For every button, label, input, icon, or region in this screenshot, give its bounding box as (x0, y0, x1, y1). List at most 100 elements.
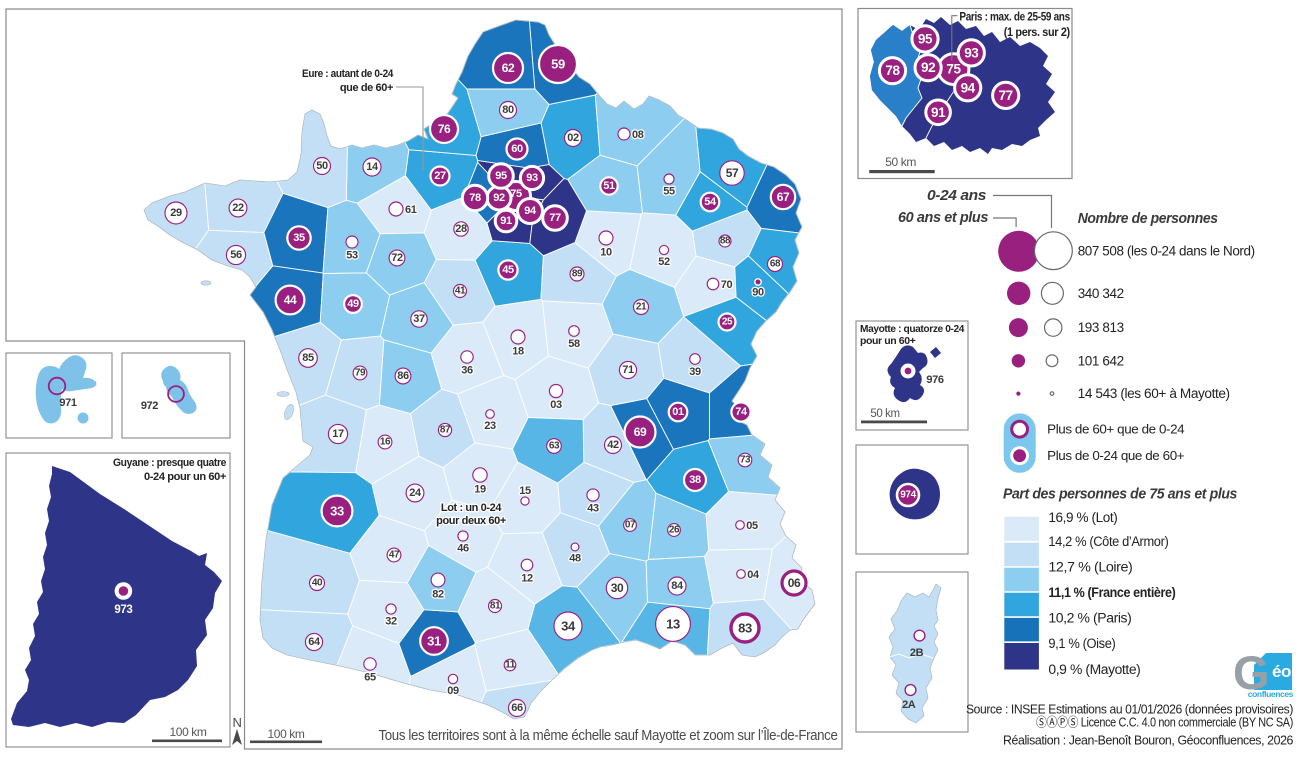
svg-text:11: 11 (505, 660, 516, 671)
svg-text:31: 31 (427, 634, 441, 649)
svg-text:30: 30 (611, 581, 624, 595)
svg-text:88: 88 (720, 236, 731, 247)
svg-text:100 km: 100 km (268, 727, 305, 741)
svg-text:15: 15 (519, 485, 531, 497)
svg-text:10: 10 (600, 247, 612, 259)
svg-text:Nombre de personnes: Nombre de personnes (1078, 211, 1218, 227)
svg-text:974: 974 (900, 490, 916, 501)
svg-text:89: 89 (572, 269, 583, 280)
svg-text:66: 66 (511, 702, 523, 714)
svg-text:85: 85 (302, 352, 314, 364)
svg-text:N: N (233, 715, 242, 730)
svg-text:72: 72 (391, 252, 403, 264)
svg-text:59: 59 (551, 57, 565, 72)
svg-text:68: 68 (770, 259, 781, 270)
svg-text:éo: éo (1272, 662, 1291, 681)
svg-text:(1 pers. sur 2): (1 pers. sur 2) (1004, 25, 1070, 39)
svg-text:71: 71 (622, 364, 634, 376)
svg-text:79: 79 (355, 368, 366, 379)
svg-text:Source : INSEE Estimations au: Source : INSEE Estimations au 01/01/2026… (966, 702, 1293, 716)
svg-text:60: 60 (511, 143, 523, 155)
svg-text:21: 21 (636, 302, 647, 313)
svg-text:05: 05 (746, 520, 758, 532)
svg-text:39: 39 (689, 366, 701, 378)
svg-text:17: 17 (332, 428, 344, 440)
svg-text:91: 91 (500, 215, 512, 227)
svg-text:que de 60+: que de 60+ (340, 82, 393, 94)
svg-text:confluences: confluences (1248, 689, 1294, 699)
svg-text:9,1 % (Oise): 9,1 % (Oise) (1048, 636, 1115, 651)
svg-text:50: 50 (316, 160, 328, 172)
svg-text:11,1 % (France entière): 11,1 % (France entière) (1048, 585, 1175, 600)
svg-text:77: 77 (999, 88, 1013, 103)
svg-text:48: 48 (569, 552, 581, 564)
svg-text:2B: 2B (910, 647, 924, 659)
svg-text:01: 01 (672, 406, 684, 418)
svg-text:53: 53 (346, 250, 358, 262)
svg-text:46: 46 (457, 543, 469, 555)
svg-text:G: G (1233, 646, 1269, 699)
svg-text:973: 973 (114, 604, 132, 616)
svg-text:29: 29 (170, 207, 182, 219)
svg-text:19: 19 (474, 484, 486, 496)
svg-text:2A: 2A (902, 699, 916, 711)
svg-text:08: 08 (632, 129, 644, 141)
svg-text:02: 02 (567, 132, 579, 144)
svg-text:14,2 % (Côte d’Armor): 14,2 % (Côte d’Armor) (1048, 534, 1168, 549)
svg-text:50 km: 50 km (870, 408, 899, 420)
svg-text:12: 12 (521, 572, 533, 584)
svg-text:47: 47 (389, 550, 400, 561)
svg-text:40: 40 (312, 578, 323, 589)
svg-text:91: 91 (931, 105, 946, 120)
svg-text:35: 35 (293, 232, 305, 244)
svg-text:Paris : max. de 25-59 ans: Paris : max. de 25-59 ans (959, 9, 1070, 23)
svg-text:93: 93 (526, 172, 538, 184)
svg-text:83: 83 (738, 621, 752, 636)
svg-text:pour deux 60+: pour deux 60+ (436, 515, 506, 527)
svg-text:09: 09 (447, 685, 459, 697)
svg-text:51: 51 (603, 180, 615, 192)
svg-text:0-24 ans: 0-24 ans (927, 188, 986, 204)
svg-text:12,7 % (Loire): 12,7 % (Loire) (1048, 559, 1132, 574)
svg-text:13: 13 (666, 617, 680, 632)
svg-text:Guyane : presque quatre: Guyane : presque quatre (113, 457, 226, 469)
svg-text:14: 14 (366, 161, 379, 173)
svg-text:24: 24 (409, 487, 422, 499)
svg-text:972: 972 (141, 400, 158, 412)
svg-text:44: 44 (284, 293, 297, 307)
svg-text:67: 67 (777, 190, 790, 204)
svg-text:Plus de 0-24 que de 60+: Plus de 0-24 que de 60+ (1047, 448, 1184, 463)
svg-text:93: 93 (964, 45, 979, 60)
svg-text:04: 04 (747, 569, 760, 581)
svg-text:37: 37 (413, 313, 425, 325)
svg-text:58: 58 (568, 338, 580, 350)
svg-text:34: 34 (561, 619, 576, 634)
svg-text:90: 90 (752, 287, 764, 299)
svg-text:70: 70 (721, 279, 733, 291)
svg-text:55: 55 (663, 186, 675, 198)
svg-text:50 km: 50 km (885, 155, 916, 169)
svg-text:92: 92 (493, 192, 505, 204)
svg-text:64: 64 (308, 636, 321, 648)
svg-text:Lot : un 0-24: Lot : un 0-24 (441, 502, 502, 514)
svg-text:0-24 pour un 60+: 0-24 pour un 60+ (144, 471, 226, 483)
svg-text:77: 77 (549, 212, 561, 224)
svg-text:28: 28 (455, 223, 467, 235)
svg-text:76: 76 (438, 122, 451, 136)
svg-text:0,9 % (Mayotte): 0,9 % (Mayotte) (1048, 662, 1140, 677)
svg-text:42: 42 (607, 439, 619, 451)
svg-text:86: 86 (397, 370, 409, 382)
svg-text:65: 65 (364, 672, 376, 684)
svg-text:Part des personnes de 75 ans e: Part des personnes de 75 ans et plus (1003, 486, 1237, 503)
svg-text:57: 57 (726, 166, 739, 180)
svg-text:10,2 % (Paris): 10,2 % (Paris) (1048, 611, 1131, 626)
svg-text:60 ans et plus: 60 ans et plus (898, 210, 988, 226)
svg-text:43: 43 (587, 503, 599, 515)
svg-text:100 km: 100 km (170, 725, 207, 739)
svg-text:69: 69 (634, 425, 647, 439)
svg-text:52: 52 (658, 256, 670, 268)
svg-text:976: 976 (926, 374, 943, 386)
svg-text:pour un 60+: pour un 60+ (860, 335, 916, 347)
svg-text:80: 80 (502, 104, 514, 116)
svg-text:25: 25 (722, 317, 733, 328)
